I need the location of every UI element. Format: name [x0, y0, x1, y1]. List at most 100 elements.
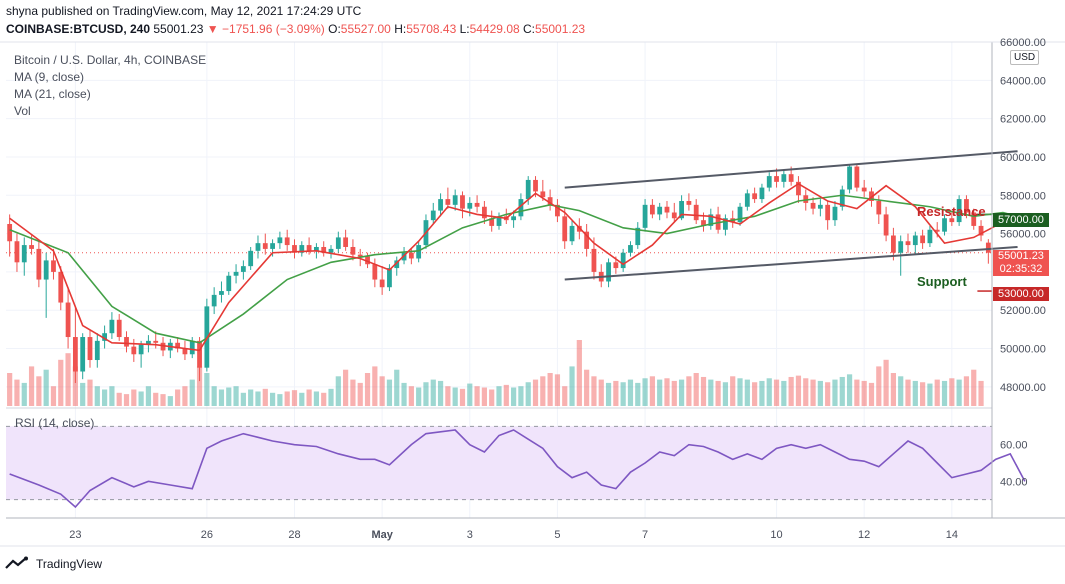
candle-body: [109, 319, 115, 334]
volume-bar: [335, 376, 341, 406]
legend-title: Bitcoin / U.S. Dollar, 4h, COINBASE: [14, 53, 207, 67]
volume-bar: [591, 376, 597, 406]
candle-body: [803, 195, 809, 203]
candle-body: [292, 245, 297, 253]
time-tick-label: 5: [554, 529, 560, 541]
volume-bar: [715, 380, 721, 406]
candle-body: [971, 212, 977, 226]
volume-bar: [109, 386, 115, 406]
volume-bar: [627, 379, 634, 406]
price-tick-label: 60000.00: [1000, 152, 1046, 164]
volume-bar: [620, 382, 626, 406]
volume-bar: [386, 379, 393, 406]
volume-bar: [160, 394, 166, 406]
candle-body: [781, 174, 787, 182]
support-annotation: Support: [917, 274, 967, 289]
channel-upper-line: [564, 150, 1018, 189]
candle-body: [693, 204, 699, 221]
time-tick-label: May: [371, 529, 393, 541]
volume-bar: [153, 392, 159, 406]
candle-body: [671, 212, 677, 219]
last-price-tag-value: 55001.23: [998, 250, 1044, 262]
candle-body: [649, 204, 655, 215]
volume-bar: [949, 378, 955, 406]
volume-bar: [605, 382, 612, 406]
volume-bar: [927, 383, 933, 406]
candle-body: [591, 248, 597, 272]
volume-bar: [547, 373, 553, 406]
volume-bar: [233, 386, 239, 406]
volume-bar: [700, 376, 707, 406]
publish-info: shyna published on TradingView.com, May …: [6, 4, 362, 18]
candle-body: [350, 246, 356, 255]
candle-body: [58, 271, 64, 303]
volume-bar: [467, 383, 473, 406]
volume-bar: [562, 386, 568, 406]
candle-body: [211, 294, 217, 307]
volume-bar: [846, 374, 853, 406]
candle-body: [839, 189, 845, 207]
volume-bar: [474, 386, 480, 406]
volume-bar: [657, 379, 663, 406]
candle-body: [985, 242, 991, 253]
candle-body: [496, 216, 502, 226]
volume-bar: [963, 376, 970, 406]
candle-body: [796, 181, 801, 196]
candle-body: [357, 254, 363, 257]
candle-body: [460, 195, 465, 209]
volume-bar: [445, 386, 451, 406]
volume-bar: [196, 366, 203, 406]
candle-body: [379, 279, 385, 288]
candle-body: [343, 237, 349, 247]
volume-bar: [277, 394, 283, 406]
volume-bar: [416, 387, 422, 406]
candle-body: [14, 241, 20, 263]
volume-bar: [379, 376, 385, 406]
candle-body: [248, 250, 254, 267]
volume-bar: [423, 382, 429, 406]
volume-bar: [357, 382, 363, 406]
volume-bar: [598, 379, 604, 406]
candle-body: [65, 302, 71, 338]
ohlc-header: COINBASE:BTCUSD, 240 55001.23 ▼ −1751.96…: [6, 22, 585, 36]
tradingview-logo[interactable]: TradingView: [4, 556, 102, 572]
candle-body: [124, 337, 129, 347]
volume-bar: [934, 379, 940, 406]
candle-body: [51, 260, 56, 272]
candle-body: [934, 229, 940, 232]
volume-bar: [321, 392, 327, 406]
candle-body: [613, 262, 619, 269]
channel-lower-line: [564, 245, 1018, 281]
volume-bar: [825, 382, 831, 406]
high-value: 55708.43: [406, 22, 457, 36]
rsi-tick-label: 40.00: [1000, 476, 1028, 488]
candle-body: [533, 179, 538, 192]
volume-bar: [511, 387, 517, 406]
price-tick-label: 62000.00: [1000, 114, 1046, 126]
volume-bar: [43, 369, 49, 406]
low-label: L:: [459, 22, 470, 36]
price-change: −1751.96 (−3.09%): [222, 22, 325, 36]
candle-body: [306, 245, 312, 251]
candle-body: [240, 266, 246, 272]
legend-ma9: MA (9, close): [14, 70, 85, 84]
volume-bar: [540, 376, 546, 406]
candle-body: [365, 256, 370, 265]
candle-body: [21, 245, 27, 263]
high-label: H:: [394, 22, 407, 36]
candle-body: [620, 252, 626, 269]
candle-body: [299, 245, 305, 253]
low-value: 54429.08: [469, 22, 520, 36]
volume-bar: [584, 369, 590, 406]
volume-bar: [810, 379, 816, 406]
candle-body: [525, 179, 531, 200]
volume-bar: [971, 369, 977, 406]
currency-button[interactable]: USD: [1010, 50, 1040, 65]
candle-body: [891, 235, 896, 253]
price-tick-label: 64000.00: [1000, 75, 1046, 87]
candle-body: [387, 268, 392, 288]
candle-body: [569, 225, 575, 242]
candle-body: [189, 340, 195, 355]
last-price: 55001.23: [153, 22, 204, 36]
